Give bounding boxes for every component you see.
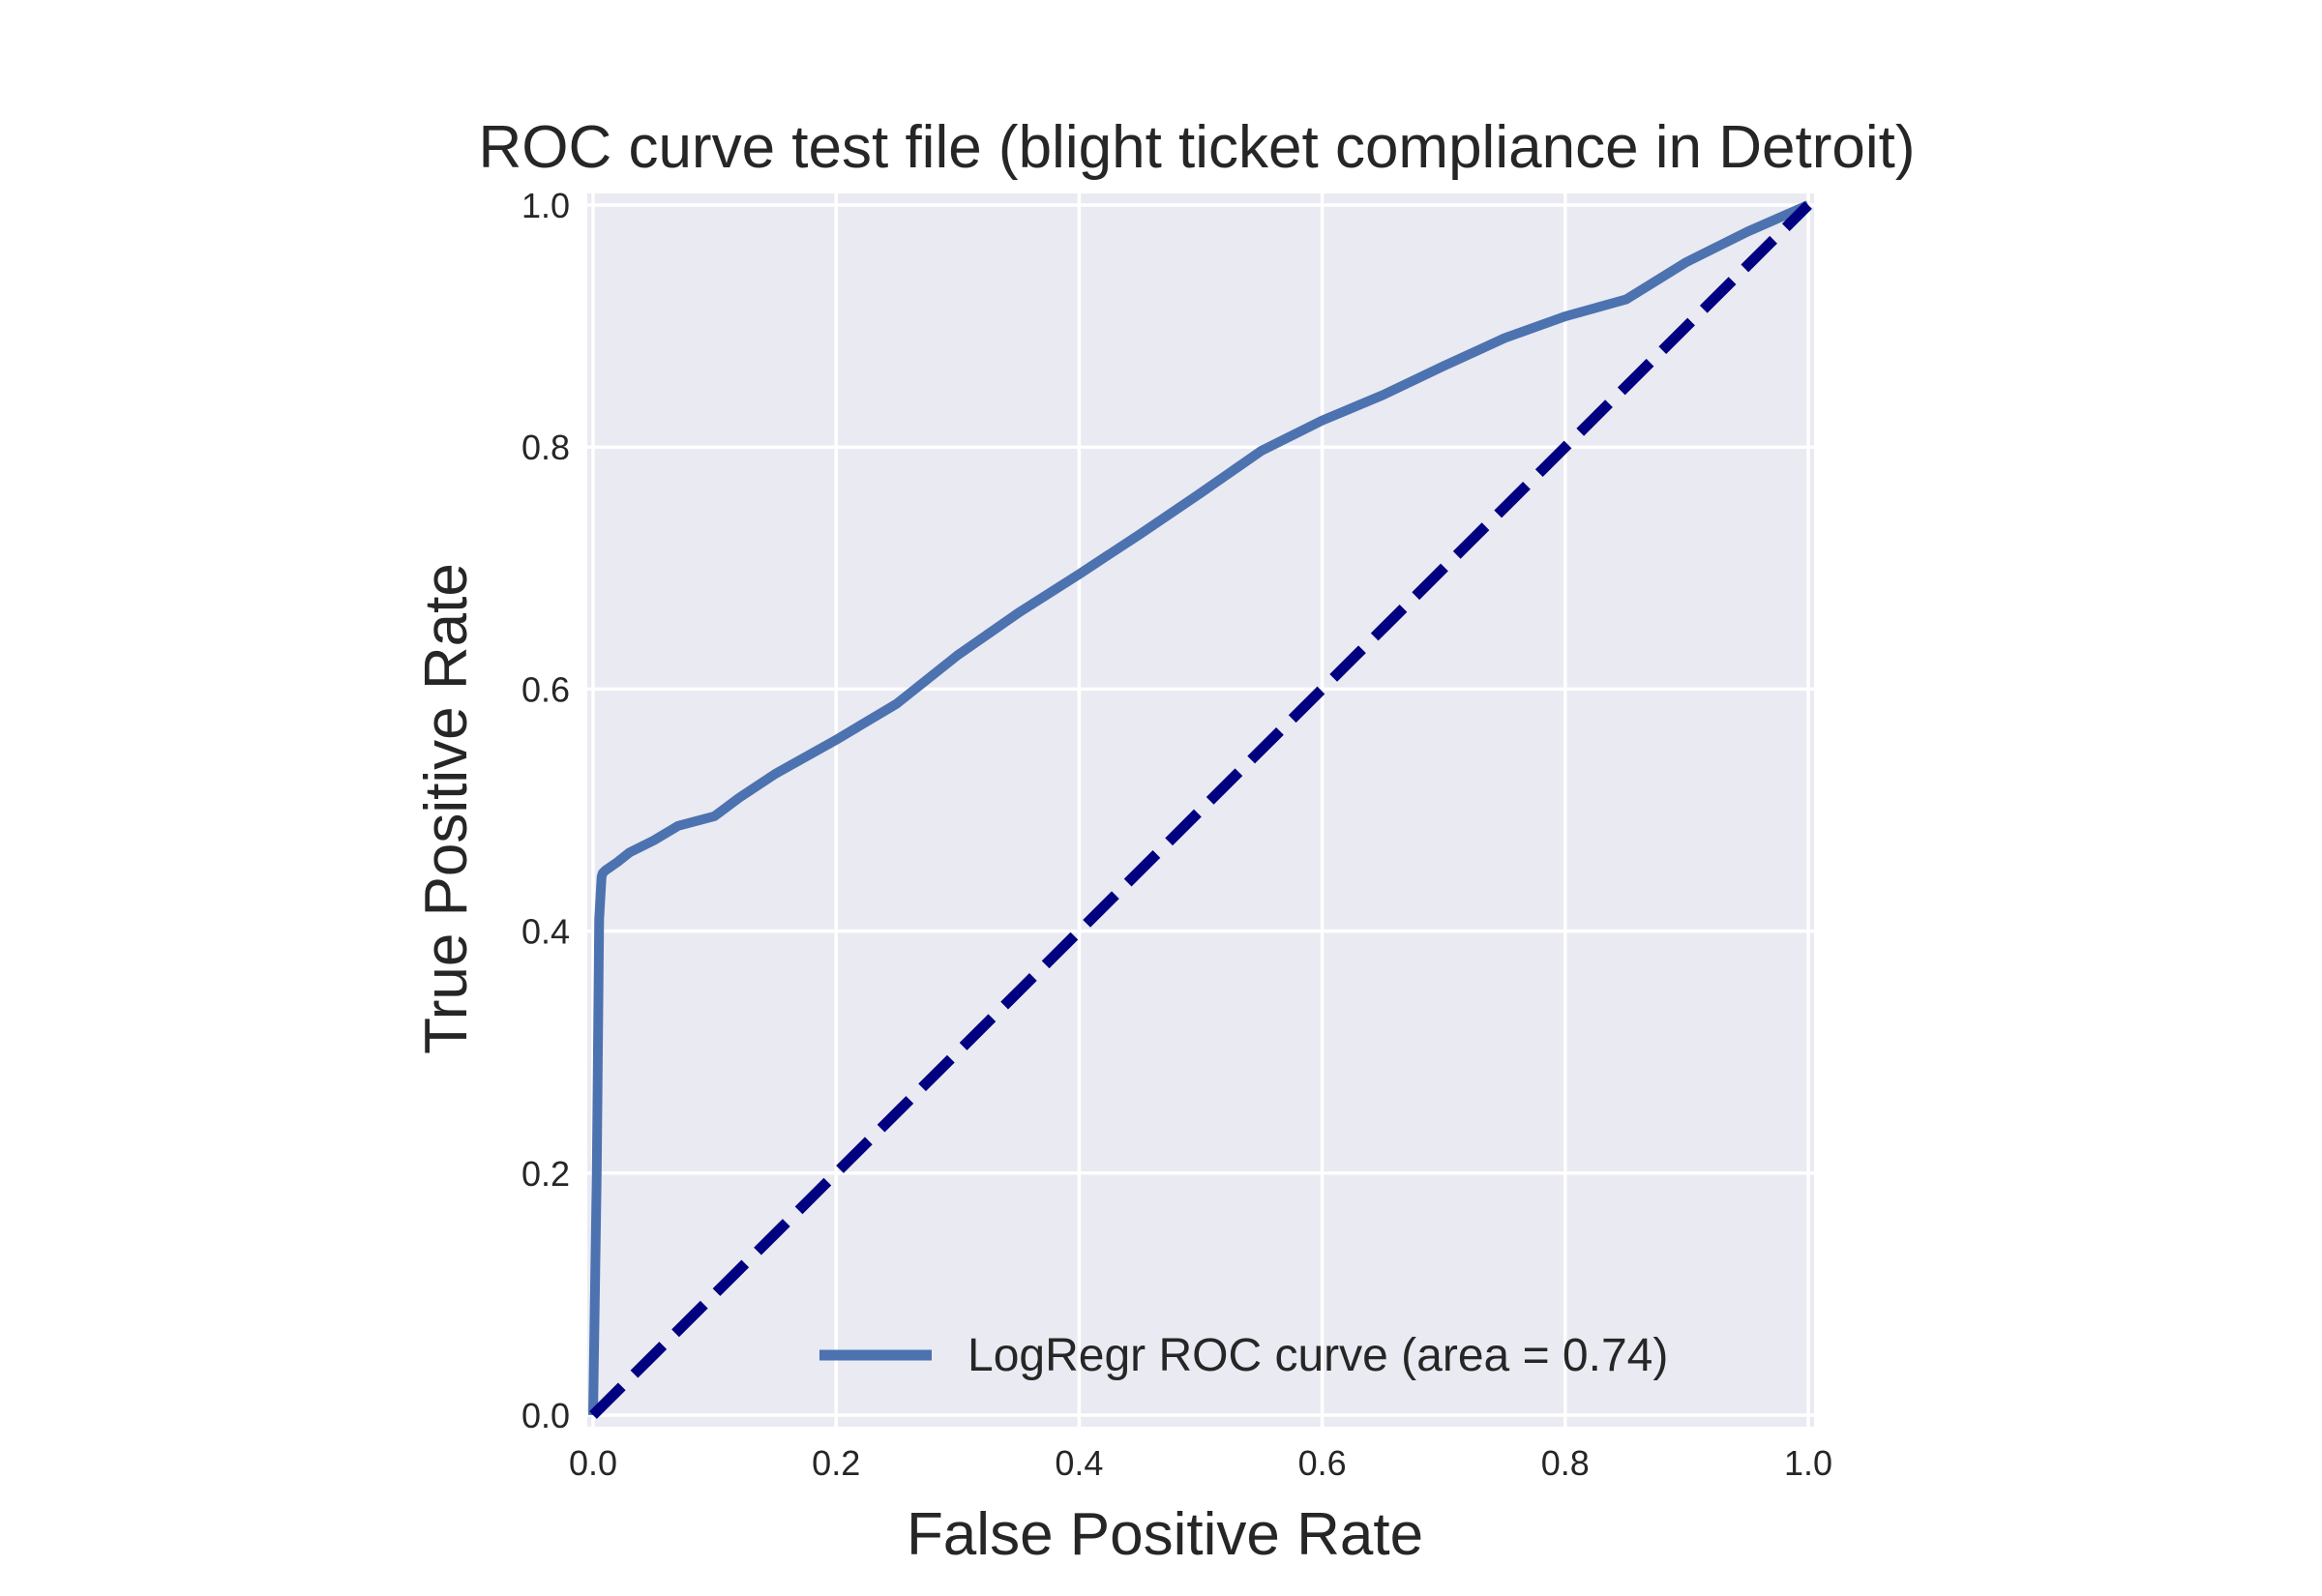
y-tick-label: 0.8: [521, 428, 570, 467]
x-axis-label: False Positive Rate: [907, 1501, 1423, 1568]
legend: LogRegr ROC curve (area = 0.74): [819, 1330, 1668, 1381]
y-tick-label: 0.0: [521, 1396, 570, 1435]
grid-lines: [587, 193, 1814, 1427]
y-tick-label: 0.4: [521, 912, 570, 952]
y-tick-label: 1.0: [521, 186, 570, 225]
x-tick-label: 0.4: [1055, 1443, 1103, 1483]
plot-area: [587, 193, 1814, 1427]
x-tick-label: 0.0: [569, 1443, 617, 1483]
chance-diagonal-line: [589, 201, 1812, 1419]
y-axis-label: True Positive Rate: [413, 563, 480, 1054]
chart-title: ROC curve test file (blight ticket compl…: [478, 114, 1915, 181]
tick-labels: 0.0 0.2 0.4 0.6 0.8 1.0 0.0 0.2 0.4 0.6 0.8 1.0: [521, 186, 1832, 1483]
y-tick-label: 0.6: [521, 669, 570, 709]
legend-label: LogRegr ROC curve (area = 0.74): [968, 1330, 1668, 1381]
x-tick-label: 0.6: [1298, 1443, 1347, 1483]
x-tick-label: 1.0: [1784, 1443, 1832, 1483]
x-tick-label: 0.2: [812, 1443, 860, 1483]
series-layer: [588, 200, 1812, 1419]
y-tick-label: 0.2: [521, 1154, 570, 1194]
x-tick-label: 0.8: [1541, 1443, 1590, 1483]
roc-curve-line: [588, 200, 1811, 1416]
